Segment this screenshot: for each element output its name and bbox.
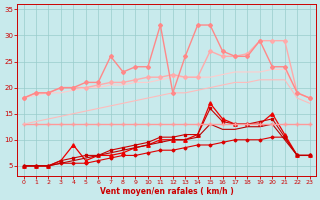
X-axis label: Vent moyen/en rafales ( km/h ): Vent moyen/en rafales ( km/h ) <box>100 187 234 196</box>
